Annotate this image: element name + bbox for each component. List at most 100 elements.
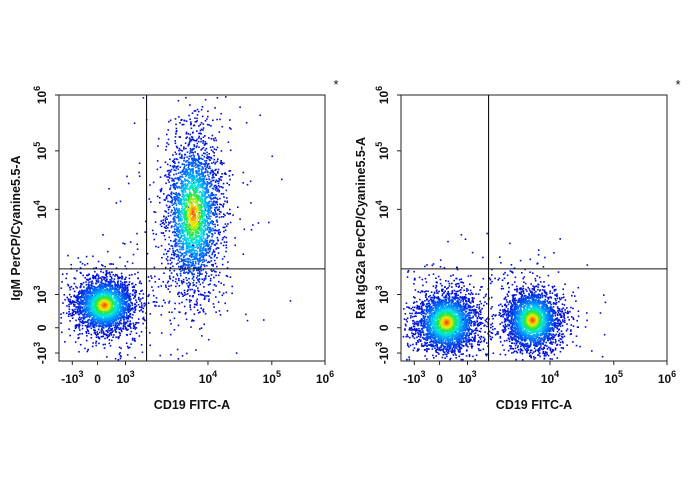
event-dot xyxy=(176,195,178,198)
event-dot xyxy=(219,162,222,165)
event-dot xyxy=(200,191,203,194)
event-dot xyxy=(190,174,193,177)
event-dot xyxy=(124,323,127,325)
event-dot xyxy=(184,184,187,186)
event-dot xyxy=(80,283,82,285)
event-dot xyxy=(81,289,83,292)
event-dot xyxy=(124,287,127,290)
event-dot xyxy=(117,312,120,314)
event-dot xyxy=(202,221,204,223)
event-dot xyxy=(201,201,204,204)
event-dot xyxy=(217,252,220,254)
event-dot xyxy=(109,319,112,322)
event-dot xyxy=(163,193,165,195)
event-dot xyxy=(200,198,202,201)
event-dot xyxy=(167,250,170,252)
event-dot xyxy=(135,305,138,307)
event-dot xyxy=(188,284,191,286)
event-dot xyxy=(189,173,192,176)
event-dot xyxy=(197,272,199,274)
event-dot xyxy=(119,305,121,307)
event-dot xyxy=(212,193,214,196)
event-dot xyxy=(119,328,122,330)
event-dot xyxy=(181,154,183,156)
event-dot xyxy=(202,127,205,129)
event-dot xyxy=(204,198,207,200)
event-dot xyxy=(150,275,152,277)
event-dot xyxy=(191,245,194,248)
event-dot xyxy=(201,216,203,219)
event-dot xyxy=(194,110,197,112)
event-dot xyxy=(206,242,209,245)
event-dot xyxy=(177,243,180,245)
event-dot xyxy=(190,272,193,274)
event-dot xyxy=(184,222,186,225)
event-dot xyxy=(88,332,90,335)
event-dot xyxy=(87,302,90,304)
event-dot xyxy=(78,293,80,295)
event-dot xyxy=(92,285,94,288)
event-dot xyxy=(106,276,108,278)
event-dot xyxy=(168,236,171,239)
event-dot xyxy=(110,296,113,299)
event-dot xyxy=(199,184,202,186)
event-dot xyxy=(126,290,129,292)
event-dot xyxy=(97,328,100,331)
event-dot xyxy=(85,290,87,293)
event-dot xyxy=(79,343,82,346)
event-dot xyxy=(106,314,109,316)
event-dot xyxy=(201,261,204,263)
event-dot xyxy=(107,305,110,307)
event-dot xyxy=(90,333,93,336)
event-dot xyxy=(183,255,185,257)
event-dot xyxy=(107,295,110,298)
event-dot xyxy=(181,184,184,187)
event-dot xyxy=(204,295,206,297)
event-dot xyxy=(170,284,172,287)
event-dot xyxy=(185,132,188,135)
event-dot xyxy=(97,320,100,322)
event-dot xyxy=(212,198,214,200)
event-dot xyxy=(119,256,121,259)
event-dot xyxy=(98,292,100,295)
event-dot xyxy=(73,290,76,293)
event-dot xyxy=(163,223,166,225)
event-dot xyxy=(221,125,224,128)
event-dot xyxy=(190,123,192,125)
event-dot xyxy=(225,244,227,247)
event-dot xyxy=(202,294,205,297)
event-dot xyxy=(133,122,136,124)
event-dot xyxy=(181,185,184,188)
event-dot xyxy=(204,239,207,242)
event-dot xyxy=(90,337,93,339)
event-dot xyxy=(178,291,180,294)
event-dot xyxy=(170,191,173,193)
event-dot xyxy=(159,354,161,357)
event-dot xyxy=(222,216,225,218)
event-dot xyxy=(105,273,108,275)
event-dot xyxy=(115,313,118,316)
event-dot xyxy=(162,221,164,224)
event-dot xyxy=(113,334,115,336)
event-dot xyxy=(206,164,209,167)
event-dot xyxy=(215,311,217,313)
event-dot xyxy=(95,288,97,291)
event-dot xyxy=(213,194,215,196)
event-dot xyxy=(209,156,211,159)
event-dot xyxy=(186,156,188,158)
event-dot xyxy=(220,242,222,245)
event-dot xyxy=(189,251,191,253)
event-dot xyxy=(189,224,191,226)
event-dot xyxy=(134,289,137,292)
event-dot xyxy=(116,286,119,289)
event-dot xyxy=(105,279,108,282)
event-dot xyxy=(216,237,219,239)
event-dot xyxy=(180,254,183,257)
event-dot xyxy=(121,278,123,280)
event-dot xyxy=(170,226,173,229)
event-dot xyxy=(173,196,176,199)
event-dot xyxy=(196,171,198,174)
event-dot xyxy=(249,180,252,183)
event-dot xyxy=(201,254,204,257)
event-dot xyxy=(189,155,192,158)
